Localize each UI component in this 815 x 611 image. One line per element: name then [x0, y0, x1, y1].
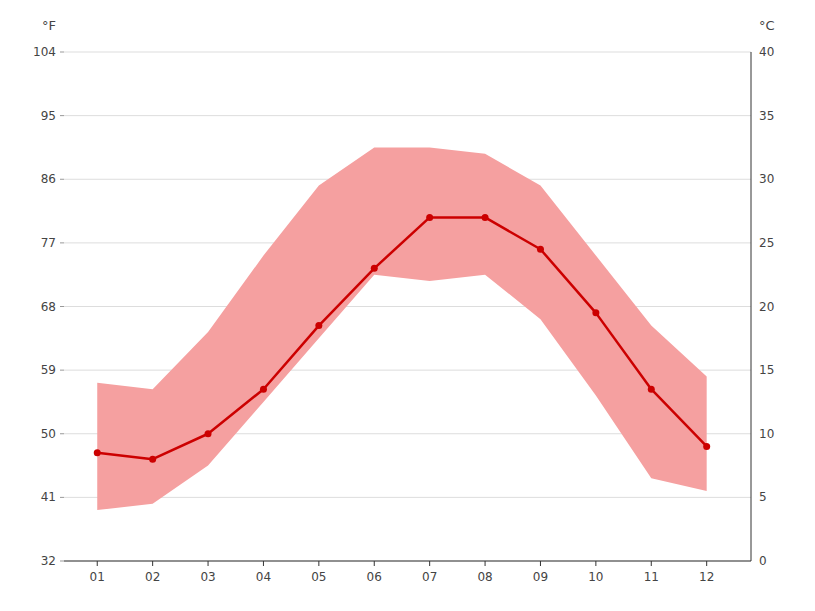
x-tick-label: 10 [588, 570, 603, 584]
y-tick-label: 40 [759, 45, 774, 59]
grid-line [64, 115, 751, 116]
y-tick-label: 10 [759, 427, 774, 441]
x-tick [540, 561, 541, 566]
y2-tick [60, 497, 64, 498]
point [648, 386, 655, 393]
grid-line [64, 306, 751, 307]
point [371, 265, 378, 272]
x-tick-label: 09 [533, 570, 548, 584]
chart: 0102030405060708091011120510152025303540… [0, 0, 815, 611]
point [315, 322, 322, 329]
grid-line [64, 561, 751, 562]
x-tick [318, 561, 319, 566]
y2-tick [60, 115, 64, 116]
x-tick-label: 07 [422, 570, 437, 584]
x-tick-label: 11 [644, 570, 659, 584]
x-tick-label: 04 [256, 570, 271, 584]
y-tick-label: 35 [759, 109, 774, 123]
y-axis-line [751, 52, 752, 561]
x-tick [485, 561, 486, 566]
y2-tick-label: 86 [41, 172, 56, 186]
x-tick [651, 561, 652, 566]
point [205, 430, 212, 437]
y-tick-label: 0 [759, 554, 767, 568]
y2-tick-label: 41 [41, 490, 56, 504]
point [482, 214, 489, 221]
y2-tick [60, 433, 64, 434]
y-tick-label: 15 [759, 363, 774, 377]
y-tick-label: 20 [759, 300, 774, 314]
x-tick-label: 02 [145, 570, 160, 584]
y2-tick-label: 32 [41, 554, 56, 568]
y2-tick-label: 59 [41, 363, 56, 377]
y-axis-title: °C [759, 18, 775, 33]
y2-axis-title: °F [42, 18, 56, 33]
point [260, 386, 267, 393]
y-tick-label: 30 [759, 172, 774, 186]
y2-tick [60, 561, 64, 562]
y-tick-label: 5 [759, 490, 767, 504]
grid-line [64, 52, 751, 53]
point [94, 449, 101, 456]
x-tick-label: 06 [367, 570, 382, 584]
x-tick-label: 01 [90, 570, 105, 584]
x-tick [374, 561, 375, 566]
point [592, 309, 599, 316]
grid [64, 52, 751, 561]
y2-tick [60, 179, 64, 180]
x-tick [208, 561, 209, 566]
point [703, 443, 710, 450]
range-band [97, 147, 706, 510]
line [97, 217, 706, 459]
y2-tick [60, 242, 64, 243]
y2-tick-label: 68 [41, 300, 56, 314]
point [426, 214, 433, 221]
y2-tick [60, 306, 64, 307]
x-tick-label: 05 [311, 570, 326, 584]
x-tick [706, 561, 707, 566]
x-tick-label: 08 [477, 570, 492, 584]
point [537, 246, 544, 253]
x-tick-label: 03 [200, 570, 215, 584]
axes: 0102030405060708091011120510152025303540… [33, 45, 774, 584]
y2-tick-label: 77 [41, 236, 56, 250]
x-tick [152, 561, 153, 566]
x-tick-label: 12 [699, 570, 714, 584]
x-tick [429, 561, 430, 566]
y2-tick [60, 52, 64, 53]
y2-tick-label: 50 [41, 427, 56, 441]
x-tick [97, 561, 98, 566]
plot-area [94, 147, 710, 510]
x-axis-line [64, 561, 751, 562]
y2-tick-label: 95 [41, 109, 56, 123]
y-tick-label: 25 [759, 236, 774, 250]
grid-line [64, 497, 751, 498]
x-tick [263, 561, 264, 566]
x-tick [595, 561, 596, 566]
y2-tick [60, 370, 64, 371]
point [149, 456, 156, 463]
y2-tick-label: 104 [33, 45, 56, 59]
